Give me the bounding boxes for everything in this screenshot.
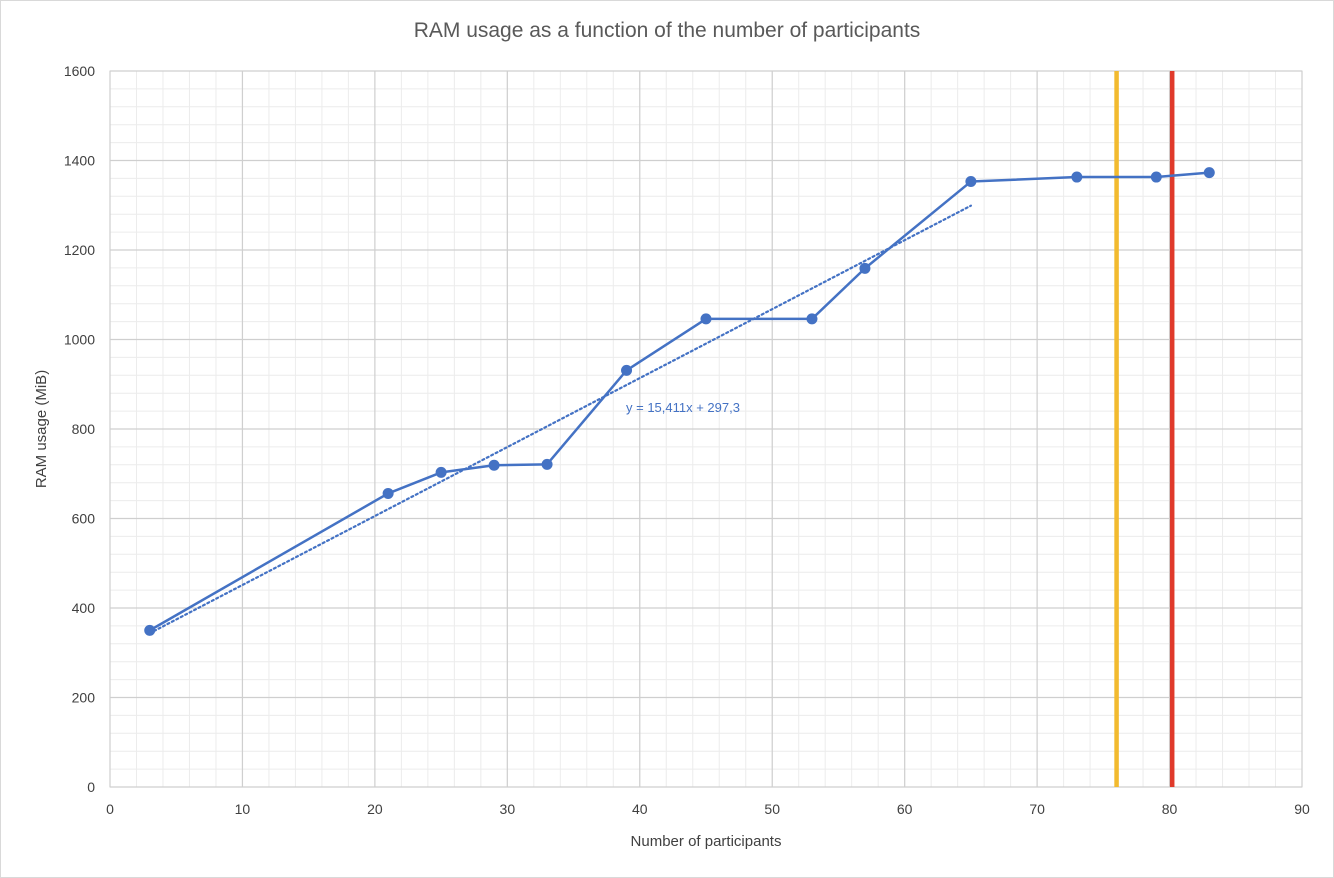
plot-area-border (109, 70, 1303, 788)
y-tick-label: 1000 (64, 332, 95, 348)
y-tick-label: 1600 (64, 63, 95, 79)
y-tick-label: 600 (72, 511, 96, 527)
vertical-lines (1114, 71, 1175, 787)
x-tick-label: 60 (897, 801, 913, 817)
trendline-equation: y = 15,411x + 297,3 (626, 400, 740, 415)
x-tick-labels: 0 10 20 30 40 50 60 70 80 90 (106, 801, 1310, 817)
y-tick-labels: 0 200 400 600 800 1000 1200 1400 1600 (64, 63, 95, 795)
y-tick-label: 200 (72, 690, 96, 706)
trendline (148, 204, 972, 635)
chart-title: RAM usage as a function of the number of… (414, 19, 921, 42)
x-tick-label: 80 (1162, 801, 1178, 817)
data-point (1071, 171, 1083, 183)
data-point (965, 176, 977, 188)
x-tick-label: 10 (235, 801, 251, 817)
y-tick-label: 1400 (64, 153, 95, 169)
x-tick-label: 30 (500, 801, 516, 817)
trendline-group (148, 204, 972, 635)
x-tick-label: 90 (1294, 801, 1310, 817)
data-point (1203, 167, 1215, 179)
series-group (144, 167, 1215, 636)
data-point (144, 624, 156, 636)
x-axis-label: Number of participants (631, 833, 782, 850)
x-tick-label: 70 (1029, 801, 1045, 817)
data-point (488, 459, 500, 471)
data-point (541, 458, 553, 470)
y-tick-label: 0 (87, 779, 95, 795)
data-point (700, 313, 712, 325)
x-tick-label: 0 (106, 801, 114, 817)
data-point (859, 262, 871, 274)
x-tick-label: 20 (367, 801, 383, 817)
data-point (435, 466, 447, 478)
y-axis-label: RAM usage (MiB) (33, 370, 50, 488)
x-tick-label: 40 (632, 801, 648, 817)
major-gridlines (109, 70, 1303, 788)
y-tick-label: 1200 (64, 242, 95, 258)
data-point (806, 313, 818, 325)
x-tick-label: 50 (764, 801, 780, 817)
data-point (621, 364, 633, 376)
y-tick-label: 800 (72, 421, 96, 437)
data-point (382, 487, 394, 499)
data-point (1150, 171, 1162, 183)
y-tick-label: 400 (72, 600, 96, 616)
